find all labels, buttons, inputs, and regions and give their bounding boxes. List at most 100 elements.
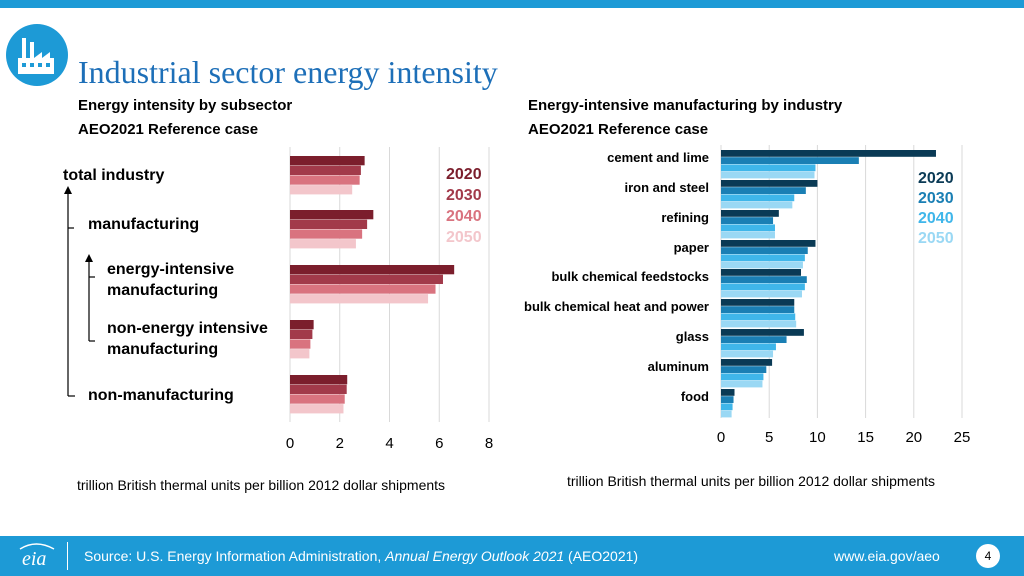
bar-aluminum-2040	[721, 373, 764, 381]
bar-non-energy-intensive-manufacturing-2050	[290, 349, 310, 359]
bar-iron-and-steel-2040	[721, 194, 795, 202]
bar-paper-2050	[721, 261, 803, 269]
left-x-axis-label: trillion British thermal units per billi…	[77, 477, 446, 493]
bar-bulk-chemical-feedstocks-2040	[721, 283, 805, 291]
bar-cement-and-lime-2050	[721, 171, 815, 179]
x-tick-label-6: 6	[435, 435, 443, 452]
x-tick-label-5: 5	[765, 429, 773, 446]
x-tick-label-20: 20	[905, 429, 922, 446]
bar-aluminum-2020	[721, 359, 773, 366]
bar-manufacturing-2030	[290, 219, 368, 229]
row-label-manufacturing: manufacturing	[88, 216, 200, 233]
bar-bulk-chemical-heat-and-power-2050	[721, 320, 797, 328]
x-tick-label-15: 15	[857, 429, 874, 446]
bar-glass-2040	[721, 343, 776, 351]
right-legend-2030: 2030	[918, 190, 954, 207]
bar-non-manufacturing-2020	[290, 375, 348, 385]
eia-logo-text: eia	[22, 548, 47, 570]
row-label-total-industry: total industry	[63, 167, 165, 184]
row-label-non-energy-intensive: non-energy intensive manufacturing	[107, 320, 268, 358]
row-label-energy-intensive: energy-intensive manufacturing	[107, 261, 235, 299]
bar-refining-2050	[721, 231, 775, 239]
bar-iron-and-steel-2030	[721, 187, 806, 194]
category-label-bulk-chemical-heat-and-power: bulk chemical heat and power	[524, 299, 709, 314]
category-label-aluminum: aluminum	[648, 359, 709, 374]
top-accent-bar	[0, 0, 1024, 8]
right-chart-case: AEO2021 Reference case	[528, 121, 709, 138]
bar-bulk-chemical-heat-and-power-2030	[721, 306, 795, 313]
x-tick-label-2: 2	[336, 435, 344, 452]
footer-bar	[0, 536, 1024, 576]
right-x-axis-label: trillion British thermal units per billi…	[567, 473, 936, 489]
category-label-glass: glass	[676, 329, 709, 344]
category-label-cement-and-lime: cement and lime	[607, 150, 709, 165]
bar-paper-2020	[721, 240, 816, 247]
bar-non-energy-intensive-manufacturing-2040	[290, 339, 311, 349]
bar-bulk-chemical-feedstocks-2020	[721, 269, 802, 276]
left-legend-2020: 2020	[446, 166, 482, 183]
bar-glass-2030	[721, 336, 787, 343]
bar-non-manufacturing-2040	[290, 394, 345, 404]
bar-energy-intensive-manufacturing-2050	[290, 294, 429, 304]
bar-total-industry-2020	[290, 156, 365, 166]
source-citation: Source: U.S. Energy Information Administ…	[84, 548, 639, 564]
bar-refining-2030	[721, 217, 774, 224]
bar-iron-and-steel-2050	[721, 201, 793, 209]
category-label-refining: refining	[661, 210, 709, 225]
category-label-iron-and-steel: iron and steel	[624, 180, 709, 195]
category-label-food: food	[681, 389, 709, 404]
bar-glass-2050	[721, 350, 774, 358]
bar-bulk-chemical-feedstocks-2030	[721, 276, 807, 283]
bar-refining-2020	[721, 210, 779, 217]
right-legend-2050: 2050	[918, 230, 954, 247]
left-legend-2050: 2050	[446, 229, 482, 246]
left-chart-case: AEO2021 Reference case	[78, 121, 259, 138]
bar-non-energy-intensive-manufacturing-2020	[290, 320, 314, 330]
bar-aluminum-2050	[721, 380, 763, 388]
industry-icon	[6, 24, 68, 86]
bar-manufacturing-2050	[290, 239, 356, 249]
bar-iron-and-steel-2020	[721, 180, 818, 187]
right-chart-subtitle: Energy-intensive manufacturing by indust…	[528, 97, 843, 114]
page-number: 4	[976, 544, 1000, 568]
x-tick-label-8: 8	[485, 435, 493, 452]
x-tick-label-4: 4	[385, 435, 393, 452]
eia-logo-mark	[19, 543, 55, 550]
bar-cement-and-lime-2040	[721, 164, 816, 172]
bar-manufacturing-2040	[290, 229, 363, 239]
footer-divider	[67, 542, 68, 570]
bar-non-energy-intensive-manufacturing-2030	[290, 329, 313, 339]
bar-non-manufacturing-2030	[290, 384, 347, 394]
bar-energy-intensive-manufacturing-2030	[290, 274, 443, 284]
x-tick-label-0: 0	[717, 429, 725, 446]
category-label-bulk-chemical-feedstocks: bulk chemical feedstocks	[551, 269, 709, 284]
bar-energy-intensive-manufacturing-2040	[290, 284, 436, 294]
page-title: Industrial sector energy intensity	[78, 54, 498, 90]
left-legend-2040: 2040	[446, 208, 482, 225]
bar-bulk-chemical-heat-and-power-2020	[721, 299, 795, 306]
category-label-paper: paper	[674, 240, 709, 255]
bar-paper-2040	[721, 254, 805, 262]
bar-total-industry-2030	[290, 165, 361, 175]
right-legend-2020: 2020	[918, 170, 954, 187]
bar-food-2020	[721, 389, 735, 396]
bar-food-2030	[721, 396, 734, 403]
left-legend-2030: 2030	[446, 187, 482, 204]
bar-manufacturing-2020	[290, 210, 374, 220]
bar-food-2050	[721, 410, 732, 418]
bar-energy-intensive-manufacturing-2020	[290, 265, 455, 275]
eia-url-link[interactable]: www.eia.gov/aeo	[834, 548, 940, 564]
eia-logo[interactable]: eia	[16, 541, 60, 571]
bar-cement-and-lime-2030	[721, 157, 859, 164]
bar-total-industry-2050	[290, 185, 353, 195]
x-tick-label-25: 25	[954, 429, 971, 446]
left-chart-subtitle: Energy intensity by subsector	[78, 97, 293, 114]
bar-paper-2030	[721, 247, 808, 254]
bar-bulk-chemical-feedstocks-2050	[721, 290, 802, 298]
bar-total-industry-2040	[290, 175, 360, 185]
x-tick-label-0: 0	[286, 435, 294, 452]
bar-food-2040	[721, 403, 733, 411]
